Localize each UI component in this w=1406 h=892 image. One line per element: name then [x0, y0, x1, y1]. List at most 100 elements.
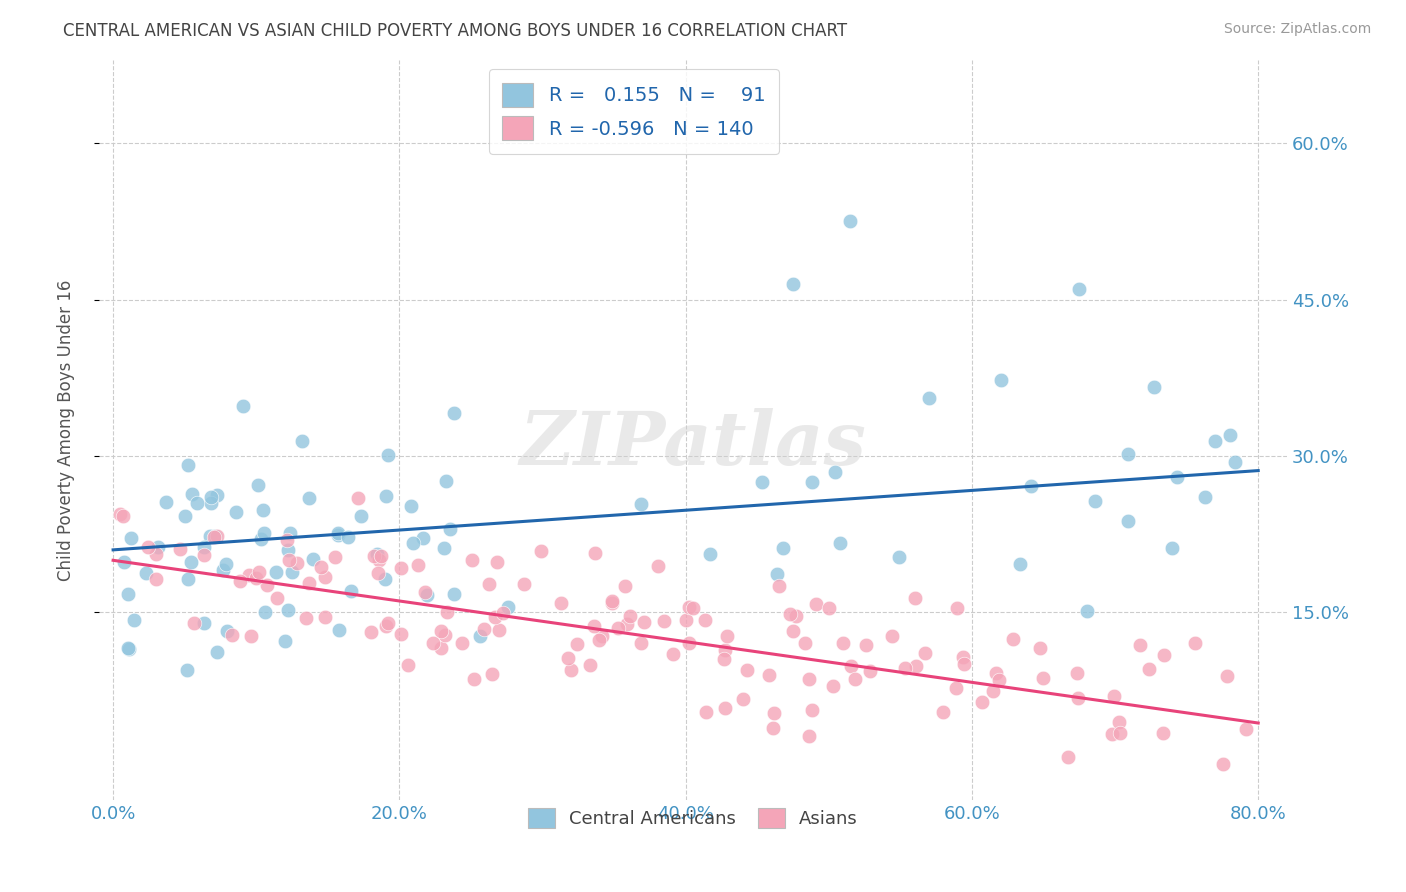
Point	[246, 478, 269, 492]
Point	[323, 549, 346, 564]
Point	[1118, 447, 1140, 461]
Point	[148, 541, 170, 555]
Point	[578, 657, 600, 672]
Point	[793, 635, 815, 649]
Point	[434, 474, 457, 488]
Point	[135, 566, 157, 581]
Point	[945, 681, 967, 696]
Point	[374, 489, 396, 503]
Point	[602, 593, 624, 607]
Point	[801, 475, 824, 489]
Point	[831, 636, 853, 650]
Point	[413, 585, 436, 599]
Point	[904, 659, 927, 673]
Point	[893, 661, 915, 675]
Point	[238, 568, 260, 582]
Point	[436, 605, 458, 619]
Point	[981, 684, 1004, 698]
Point	[583, 546, 606, 560]
Point	[360, 624, 382, 639]
Point	[193, 540, 215, 554]
Point	[250, 532, 273, 546]
Point	[492, 606, 515, 620]
Point	[252, 503, 274, 517]
Point	[695, 706, 717, 720]
Point	[111, 509, 134, 524]
Point	[118, 641, 141, 656]
Point	[817, 601, 839, 615]
Point	[801, 703, 824, 717]
Point	[193, 616, 215, 631]
Point	[889, 549, 911, 564]
Point	[281, 565, 304, 579]
Point	[180, 555, 202, 569]
Point	[328, 526, 350, 541]
Point	[256, 577, 278, 591]
Point	[762, 721, 785, 735]
Point	[422, 635, 444, 649]
Point	[374, 618, 396, 632]
Point	[370, 549, 392, 563]
Point	[903, 591, 925, 605]
Point	[1069, 282, 1091, 296]
Point	[1108, 714, 1130, 729]
Point	[1032, 671, 1054, 685]
Point	[714, 643, 737, 657]
Point	[588, 632, 610, 647]
Point	[823, 679, 845, 693]
Point	[630, 636, 652, 650]
Point	[389, 561, 412, 575]
Point	[122, 613, 145, 627]
Point	[176, 572, 198, 586]
Point	[314, 609, 336, 624]
Point	[450, 636, 472, 650]
Point	[221, 628, 243, 642]
Point	[202, 530, 225, 544]
Point	[478, 577, 501, 591]
Point	[253, 525, 276, 540]
Point	[675, 614, 697, 628]
Point	[782, 277, 804, 291]
Point	[211, 563, 233, 577]
Point	[399, 500, 422, 514]
Point	[120, 531, 142, 545]
Point	[1152, 726, 1174, 740]
Point	[772, 541, 794, 555]
Point	[285, 556, 308, 570]
Point	[264, 565, 287, 579]
Point	[174, 509, 197, 524]
Point	[530, 544, 553, 558]
Point	[716, 628, 738, 642]
Y-axis label: Child Poverty Among Boys Under 16: Child Poverty Among Boys Under 16	[58, 279, 75, 581]
Point	[328, 624, 350, 638]
Point	[297, 576, 319, 591]
Point	[616, 616, 638, 631]
Point	[347, 491, 370, 506]
Point	[619, 609, 641, 624]
Point	[401, 536, 423, 550]
Point	[1143, 380, 1166, 394]
Point	[1008, 558, 1031, 572]
Point	[990, 372, 1012, 386]
Point	[396, 658, 419, 673]
Point	[839, 659, 862, 673]
Point	[699, 547, 721, 561]
Point	[350, 508, 373, 523]
Point	[931, 705, 953, 719]
Point	[298, 491, 321, 505]
Point	[583, 618, 606, 632]
Point	[882, 629, 904, 643]
Point	[472, 622, 495, 636]
Point	[277, 603, 299, 617]
Point	[613, 579, 636, 593]
Point	[253, 605, 276, 619]
Point	[762, 706, 785, 720]
Point	[406, 558, 429, 572]
Point	[557, 651, 579, 665]
Point	[277, 543, 299, 558]
Point	[205, 488, 228, 502]
Point	[986, 666, 1008, 681]
Point	[1056, 749, 1078, 764]
Point	[1160, 541, 1182, 555]
Point	[181, 487, 204, 501]
